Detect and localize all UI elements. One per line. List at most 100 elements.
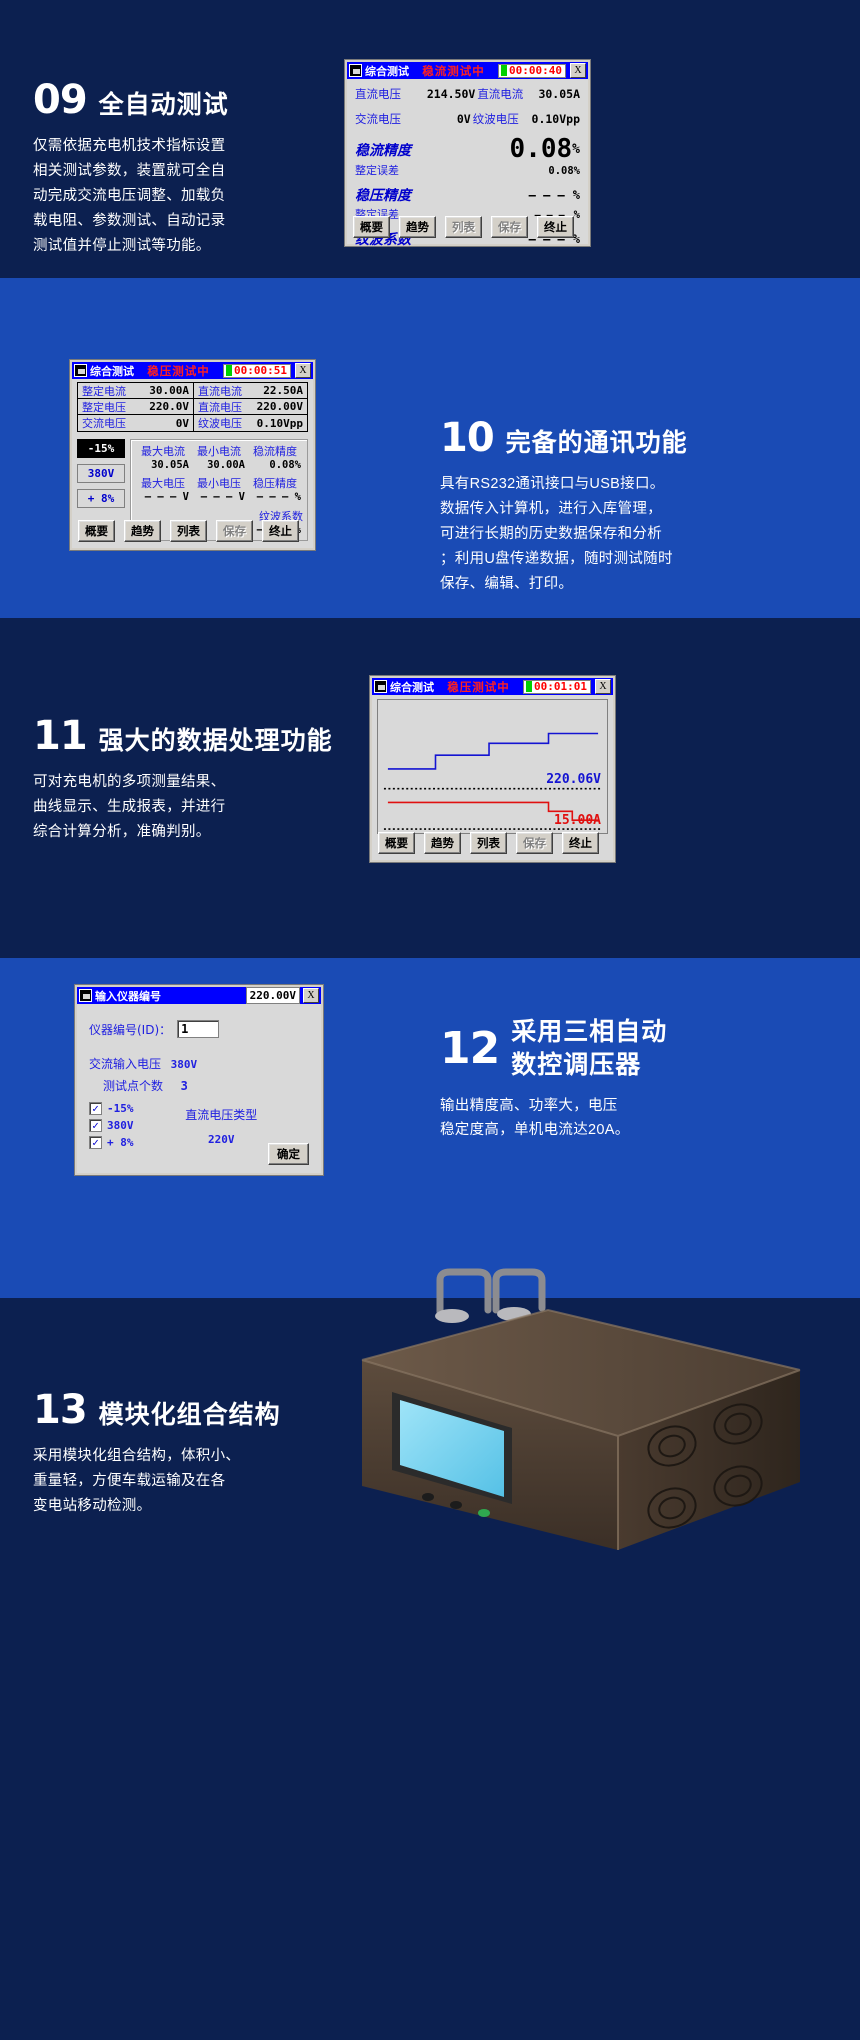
metric-value: 0.08% [548,165,580,178]
section-09-title: 全自动测试 [98,91,229,119]
device-side-face [618,1370,800,1550]
window4-options-area: ✓ -15% ✓ 380V ✓ + 8% 直流电压类型 220V [89,1102,309,1149]
ac-input-row: 交流输入电压 380V [89,1053,309,1072]
results-value-row-1: 30.05A 30.00A 0.08% [135,459,303,471]
checkbox-minus15[interactable]: ✓ -15% [89,1102,134,1115]
window4-titlebar[interactable]: 输入仪器编号 220.00V X [77,987,321,1004]
window1-titlebar[interactable]: 综合测试 稳流测试中 00:00:40 X [347,62,588,79]
list-button[interactable]: 列表 [445,216,482,238]
col-value: 0.08% [269,459,301,471]
results-value-row-2: – – – V – – – V – – – % [135,491,303,503]
metric-label: 稳压精度 [355,188,411,205]
device-top-face [362,1310,800,1436]
body-line: 稳定度高，单机电流达20A。 [440,1122,630,1139]
window-comprehensive-test-trend[interactable]: 综合测试 稳压测试中 00:01:01 X 220.06V 15.00A 概要 … [370,676,615,862]
col-value: – – – % [256,491,301,503]
tag-plus8[interactable]: + 8% [77,489,125,508]
section-12-number: 12 [440,1022,500,1074]
window2-timer-box: 00:00:51 [223,363,291,378]
cell-value-2: 22.50A [263,384,303,397]
trend-button[interactable]: 趋势 [399,216,436,238]
body-line: ；利用U盘传递数据，随时测试随时 [440,550,673,567]
series-dc-voltage [387,732,599,770]
app-icon [349,64,362,77]
body-line: 综合计算分析，准确判别。 [33,823,211,840]
section-11-text: 11 强大的数据处理功能 可对充电机的多项测量结果、 曲线显示、生成报表，并进行… [33,716,333,845]
checkbox-380v[interactable]: ✓ 380V [89,1119,134,1132]
app-icon [374,680,387,693]
close-icon[interactable]: X [595,679,611,694]
tag-380v[interactable]: 380V [77,464,125,483]
window1-row: 直流电压 214.50V 直流电流 30.05A [355,86,580,102]
stop-button[interactable]: 终止 [562,832,599,854]
cell-value-1: 0V [175,416,189,430]
section-11-title: 强大的数据处理功能 [98,727,333,755]
section-09-text: 09 全自动测试 仅需依据充电机技术指标设置 相关测试参数，装置就可全自 动完成… [33,80,229,259]
metric-label: 稳流精度 [355,142,411,159]
metric-unit: % [572,142,580,158]
body-line: 仅需依据充电机技术指标设置 [33,138,226,154]
close-icon[interactable]: X [295,363,311,378]
cell-label-1: 整定电流 [82,384,126,398]
window1-row: 交流电压 0V 纹波电压 0.10Vpp [355,111,580,127]
cell-value-1: 30.00A [149,384,189,397]
cell-label-2: 直流电压 [193,399,251,414]
close-icon[interactable]: X [570,63,586,78]
close-icon[interactable]: X [303,988,319,1003]
voltage-tag-list: -15% 380V + 8% [77,439,125,541]
chart-current-label: 15.00A [554,813,601,828]
results-header-row-2: 最大电压 最小电压 稳压精度 [135,475,303,491]
trend-button[interactable]: 趋势 [424,832,461,854]
window4-header-value: 220.00V [245,987,300,1004]
stop-button[interactable]: 终止 [537,216,574,238]
section-13-body: 采用模块化组合结构，体积小、 重量轻，方便车载运输及在各 变电站移动检测。 [33,1444,281,1519]
list-button[interactable]: 列表 [470,832,507,854]
section-09-header: 09 全自动测试 [33,80,229,120]
section-11-body: 可对充电机的多项测量结果、 曲线显示、生成报表，并进行 综合计算分析，准确判别。 [33,770,333,845]
window3-timer: 00:01:01 [534,680,587,693]
col-header: 最小电压 [197,477,241,490]
list-button[interactable]: 列表 [170,520,207,542]
section-10-text: 10 完备的通讯功能 具有RS232通讯接口与USB接口。 数据传入计算机，进行… [440,418,688,597]
dc-voltage-type-block: 直流电压类型 220V [134,1102,310,1149]
body-line: 数据传入计算机，进行入库管理， [440,500,662,517]
summary-button[interactable]: 概要 [378,832,415,854]
window2-titlebar[interactable]: 综合测试 稳压测试中 00:00:51 X [72,362,313,379]
window-comprehensive-test-1[interactable]: 综合测试 稳流测试中 00:00:40 X 直流电压 214.50V 直流电流 … [345,60,590,248]
col-header: 最大电流 [141,445,185,458]
test-points-label: 测试点个数 [103,1079,164,1093]
col-header: 最大电压 [141,477,185,490]
device-photo [300,1250,840,1580]
summary-button[interactable]: 概要 [78,520,115,542]
window3-button-bar: 概要 趋势 列表 保存 终止 [372,828,605,857]
stop-button[interactable]: 终止 [262,520,299,542]
window3-titlebar[interactable]: 综合测试 稳压测试中 00:01:01 X [372,678,613,695]
window2-timer: 00:00:51 [234,364,287,377]
trend-chart[interactable]: 220.06V 15.00A [377,699,608,834]
ac-input-voltage-label: 交流输入电压 [89,1057,162,1071]
body-line: 具有RS232通讯接口与USB接口。 [440,476,665,492]
dc-voltage-type-value: 220V [208,1133,235,1146]
window-comprehensive-test-2[interactable]: 综合测试 稳压测试中 00:00:51 X 整定电流 30.00A 直流电流 2… [70,360,315,550]
dialog-input-instrument-id[interactable]: 输入仪器编号 220.00V X 仪器编号(ID)： 1 交流输入电压 380V… [75,985,323,1175]
check-icon[interactable]: ✓ [89,1119,102,1132]
body-line: 动完成交流电压调整、加载负 [33,187,226,204]
check-icon[interactable]: ✓ [89,1102,102,1115]
row-value-1: 214.50V [426,87,476,101]
metric-unit: % [573,209,580,222]
body-line: 相关测试参数，装置就可全自 [33,162,226,179]
check-icon[interactable]: ✓ [89,1136,102,1149]
trend-button[interactable]: 趋势 [124,520,161,542]
body-line: 可对充电机的多项测量结果、 [33,774,226,790]
metric-unit: % [572,232,580,247]
checkbox-plus8[interactable]: ✓ + 8% [89,1136,134,1149]
section-12-title: 采用三相自动 数控调压器 [511,1018,667,1080]
checkbox-label: 380V [107,1119,134,1132]
summary-button[interactable]: 概要 [353,216,390,238]
instrument-id-input[interactable]: 1 [177,1020,220,1038]
row-value-2: 0.10Vpp [531,112,580,126]
ok-button[interactable]: 确定 [268,1143,309,1165]
save-button: 保存 [491,216,528,238]
col-header: 纹波系数 [259,510,303,523]
tag-minus15[interactable]: -15% [77,439,125,458]
